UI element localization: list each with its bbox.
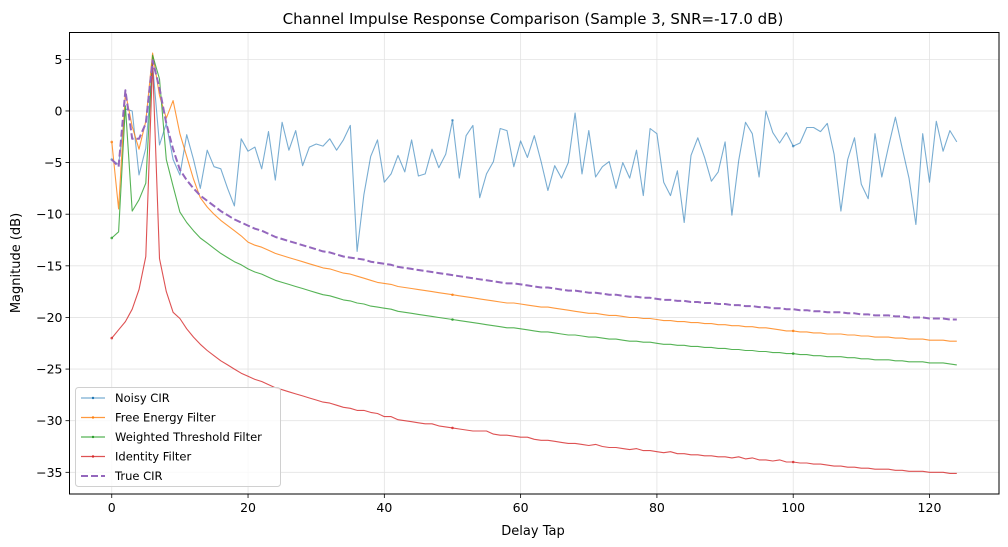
x-tick-label: 60 [513,500,529,515]
plot-frame [69,32,1000,495]
y-axis-label: Magnitude (dB) [9,213,24,313]
series-line-identity-filter [111,61,957,474]
y-tick-label: −10 [36,207,62,222]
legend-label: Free Energy Filter [115,411,216,425]
y-tick-label: −15 [36,258,62,273]
series-line-true-cir [111,59,957,321]
grid [69,32,999,494]
data-point-marker [791,352,795,355]
data-point-marker [451,426,454,430]
legend-box [75,387,281,487]
data-point-marker [791,329,795,333]
legend-label: Identity Filter [115,450,191,464]
data-point-marker [110,236,114,240]
y-tick-label: −20 [36,310,62,325]
y-tick-label: −35 [36,465,62,480]
chart-title: Channel Impulse Response Comparison (Sam… [283,10,784,28]
data-point-marker [791,460,795,464]
y-tick-label: −25 [36,362,62,377]
data-point-marker [451,293,454,297]
x-axis-label: Delay Tap [501,524,564,539]
legend-label: Weighted Threshold Filter [115,430,262,444]
data-point-marker [110,140,114,144]
data-point-marker [791,144,795,148]
legend-label: Noisy CIR [115,391,170,405]
x-tick-label: 0 [108,500,116,515]
x-tick-label: 120 [918,500,942,515]
data-point-marker [110,336,114,340]
legend-marker [91,416,95,419]
x-tick-label: 20 [240,500,256,515]
x-tick-label: 80 [649,500,665,515]
y-tick-label: 0 [55,103,63,118]
y-tick-label: 5 [55,52,63,67]
legend-marker [91,455,95,458]
series-group [110,52,958,474]
x-tick-label: 40 [376,500,392,515]
series-line-weighted-threshold-filter [111,54,957,366]
x-tick-label: 100 [781,500,805,515]
series-line-noisy-cir [111,63,958,252]
legend-label: True CIR [114,469,163,483]
data-point-marker [451,118,454,122]
legend-marker [91,396,95,400]
y-tick-label: −5 [44,155,62,170]
legend: Noisy CIR Free Energy Filter Weighted Thre… [75,387,281,487]
series-line-free-energy-filter [111,52,957,342]
y-tick-label: −30 [36,413,62,428]
data-point-marker [451,318,454,321]
ticks: 0 20 40 60 80 100 120 5 0 −5 −10 −15 −20 −25 −30 −35 [36,52,941,515]
legend-marker [91,435,95,439]
